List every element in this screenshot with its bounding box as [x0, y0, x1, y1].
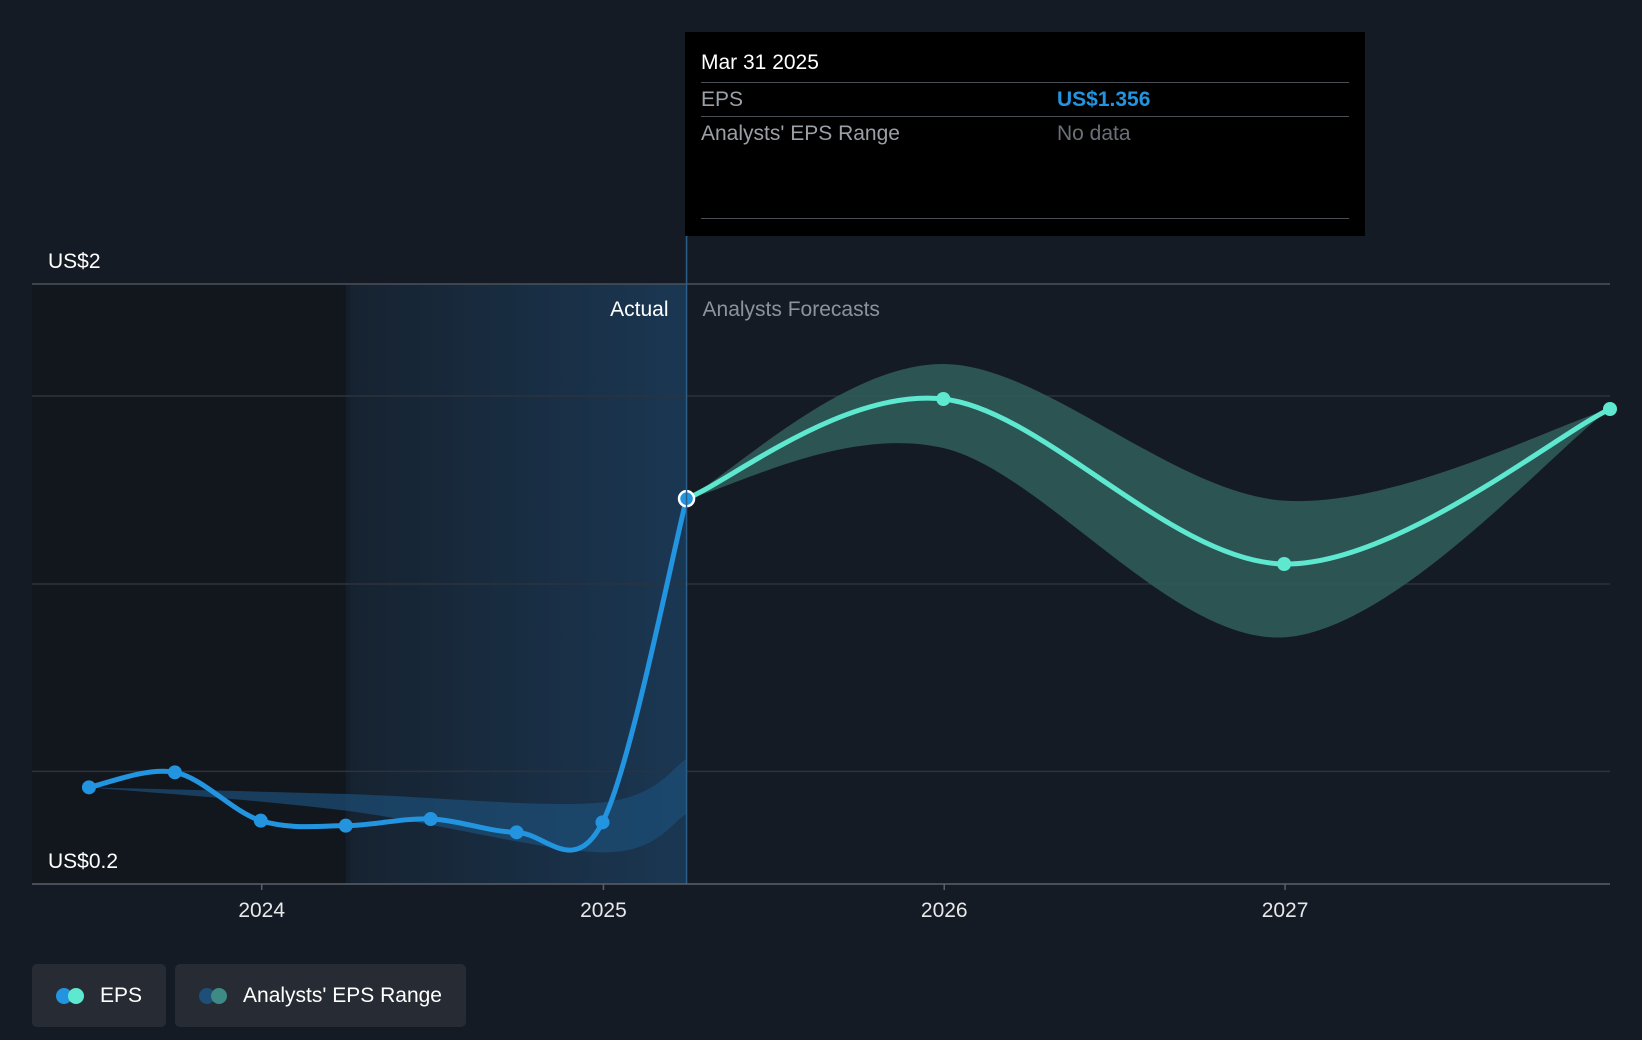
tooltip-eps-label: EPS	[701, 88, 744, 111]
eps-actual-point	[81, 780, 96, 795]
eps-forecast-point	[1603, 402, 1617, 416]
eps-actual-point	[253, 813, 268, 828]
legend-eps-label: EPS	[100, 983, 143, 1007]
x-tick-label: 2027	[1262, 899, 1309, 922]
x-tick-label: 2025	[580, 899, 627, 922]
eps-actual-point	[509, 825, 524, 840]
data-tooltip: Mar 31 2025 EPS US$1.356 Analysts' EPS R…	[685, 32, 1365, 236]
tooltip-date: Mar 31 2025	[701, 32, 1349, 83]
tooltip-range-label: Analysts' EPS Range	[701, 122, 900, 145]
legend-item-eps[interactable]: EPS	[32, 964, 167, 1027]
eps-actual-point	[338, 818, 353, 833]
y-axis-top-label: US$2	[48, 250, 101, 273]
tooltip-divider	[701, 218, 1349, 219]
eps-forecast-point	[936, 392, 951, 406]
y-axis-bottom-label: US$0.2	[48, 850, 118, 873]
tooltip-eps-value: US$1.356	[1057, 88, 1151, 111]
eps-forecast-line	[684, 395, 1613, 567]
eps-legend-icon	[56, 987, 86, 1004]
eps-actual-point	[423, 812, 438, 826]
eps-actual-point	[167, 765, 182, 780]
chart-legend: EPS Analysts' EPS Range	[32, 964, 466, 1027]
x-tick-label: 2024	[238, 899, 285, 922]
eps-actual-point	[595, 815, 610, 830]
x-axis-ticks: 2024 2025 2026 2027	[238, 884, 1308, 922]
legend-item-eps-range[interactable]: Analysts' EPS Range	[175, 964, 466, 1027]
tooltip-range-row: Analysts' EPS Range No data	[701, 117, 1349, 150]
tooltip-eps-row: EPS US$1.356	[701, 83, 1349, 117]
eps-forecast-point	[1277, 557, 1292, 571]
forecast-eps-range-band	[686, 363, 1610, 638]
actual-eps-range-band	[88, 759, 687, 853]
legend-range-label: Analysts' EPS Range	[243, 983, 442, 1007]
tooltip-range-value: No data	[1057, 122, 1131, 145]
eps-range-legend-icon	[199, 987, 229, 1004]
forecast-period-label: Analysts Forecasts	[703, 298, 880, 321]
x-tick-label: 2026	[921, 899, 968, 922]
actual-period-label: Actual	[610, 298, 668, 321]
